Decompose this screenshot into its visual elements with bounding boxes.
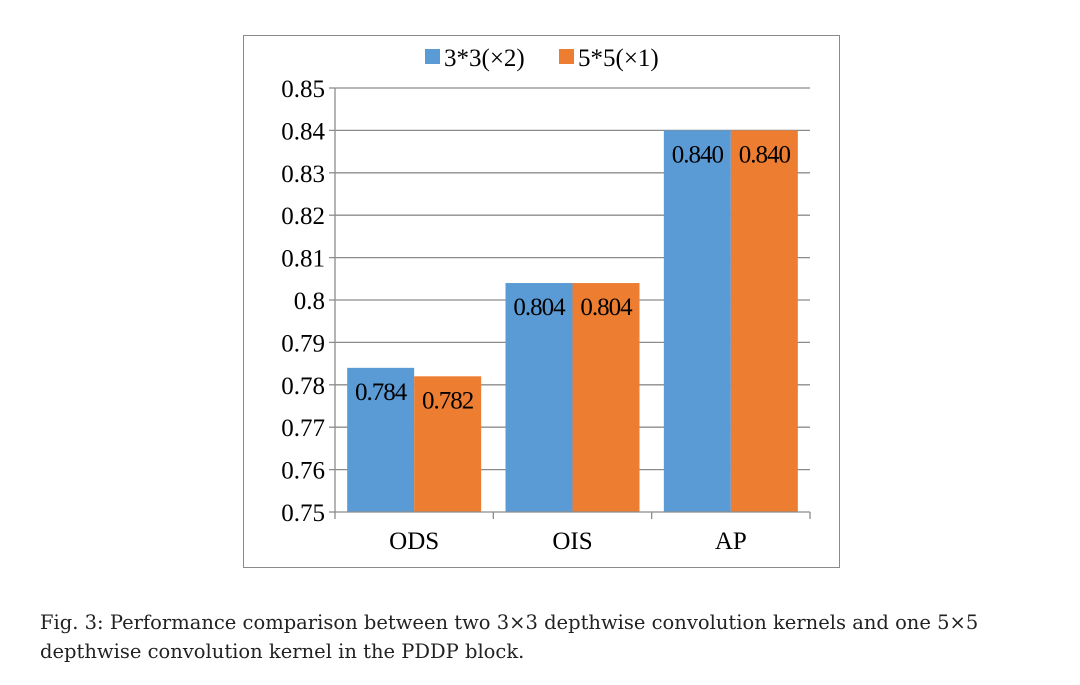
y-tick-label: 0.83 (281, 161, 325, 188)
y-tick-label: 0.75 (281, 500, 325, 527)
data-label: 0.840 (672, 141, 724, 168)
y-tick-label: 0.8 (294, 288, 325, 315)
legend-swatch (559, 49, 574, 64)
y-tick-label: 0.78 (281, 373, 325, 400)
x-tick-label: OIS (552, 528, 592, 555)
legend-label: 3*3(×2) (444, 45, 525, 72)
y-tick-label: 0.81 (281, 246, 325, 273)
y-tick-label: 0.85 (281, 76, 325, 103)
bar (572, 283, 640, 512)
y-tick-label: 0.79 (281, 330, 325, 357)
data-label: 0.840 (739, 141, 791, 168)
legend-swatch (425, 49, 440, 64)
y-tick-label: 0.76 (281, 458, 325, 485)
data-label: 0.784 (355, 379, 408, 406)
figure-caption: Fig. 3: Performance comparison between t… (40, 608, 1060, 666)
x-tick-label: AP (715, 528, 747, 555)
data-label: 0.782 (422, 387, 474, 414)
chart-frame (243, 35, 840, 568)
data-label: 0.804 (513, 294, 566, 321)
bar (505, 283, 573, 512)
bar (663, 130, 731, 512)
bar (730, 130, 798, 512)
bar (414, 376, 482, 512)
y-tick-label: 0.82 (281, 203, 325, 230)
x-tick-label: ODS (389, 528, 439, 555)
caption-line-1: Fig. 3: Performance comparison between t… (40, 611, 979, 634)
bar-chart: 0.750.760.770.780.790.80.810.820.830.840… (281, 45, 811, 555)
y-tick-label: 0.84 (281, 118, 325, 145)
legend-label: 5*5(×1) (578, 45, 659, 72)
caption-line-2: depthwise convolution kernel in the PDDP… (40, 640, 525, 663)
bar (347, 367, 415, 512)
data-label: 0.804 (580, 294, 633, 321)
y-tick-label: 0.77 (281, 415, 325, 442)
